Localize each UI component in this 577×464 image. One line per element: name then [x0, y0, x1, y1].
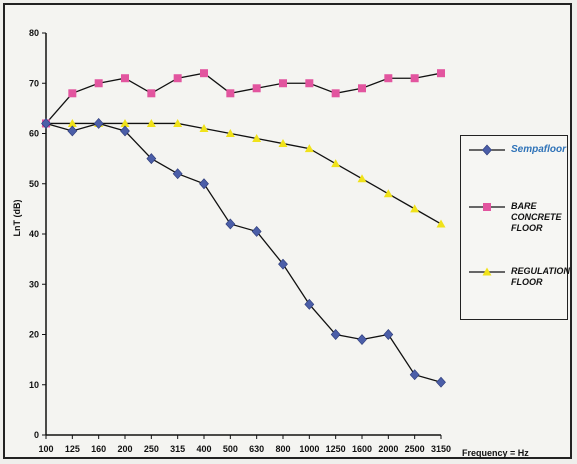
x-tick-label: 630 [249, 444, 264, 454]
x-axis-title: Frequency = Hz [462, 448, 529, 458]
series-regulation [41, 118, 446, 228]
data-point-sempafloor [251, 226, 262, 237]
data-point-sempafloor [120, 125, 130, 137]
series-line-regulation [46, 122, 442, 225]
legend-label-bare-concrete: BARE CONCRETE FLOOR [511, 201, 562, 233]
data-point-bare [226, 89, 235, 98]
x-tick-label: 400 [196, 444, 211, 454]
data-point-bare [410, 74, 419, 83]
data-point-bare [331, 89, 340, 98]
x-tick-label: 500 [223, 444, 238, 454]
x-tick-label: 3150 [431, 444, 451, 454]
x-tick-label: 1250 [326, 444, 346, 454]
data-point-regulation [436, 219, 446, 228]
data-point-regulation [278, 139, 288, 148]
y-ticks: 0 10 20 30 40 50 60 70 80 [29, 28, 46, 440]
legend-marker [482, 144, 492, 156]
chart-legend: Sempafloor BARE CONCRETE FLOOR REGULATIO… [460, 135, 570, 320]
data-point-sempafloor [67, 125, 78, 137]
data-point-regulation [410, 204, 420, 213]
y-tick-label: 50 [29, 179, 39, 189]
legend-swatch-regulation [469, 267, 505, 276]
data-point-sempafloor [383, 329, 394, 340]
x-tick-label: 160 [91, 444, 106, 454]
data-point-sempafloor [304, 298, 315, 310]
data-point-regulation [331, 159, 341, 168]
data-point-bare [200, 69, 208, 78]
data-point-bare [358, 84, 366, 93]
data-point-sempafloor [225, 218, 236, 230]
data-point-bare [437, 69, 445, 78]
data-point-regulation [67, 118, 77, 127]
data-point-sempafloor [409, 369, 420, 381]
x-tick-label: 1600 [352, 444, 372, 454]
data-point-sempafloor [146, 153, 157, 165]
legend-entry-sempafloor: Sempafloor [461, 144, 569, 184]
data-point-sempafloor [199, 178, 209, 190]
data-point-bare [279, 79, 287, 88]
y-tick-label: 70 [29, 78, 39, 88]
series-line-sempafloor [45, 122, 442, 383]
series-group [41, 69, 446, 388]
axes [45, 33, 441, 436]
legend-entry-regulation: REGULATION FLOOR [461, 266, 570, 306]
data-point-regulation [120, 118, 130, 127]
data-point-bare [94, 79, 103, 88]
data-point-sempafloor [93, 118, 104, 129]
data-point-regulation [357, 174, 367, 183]
x-tick-label: 2000 [378, 444, 398, 454]
data-point-regulation [252, 134, 262, 143]
data-point-regulation [199, 123, 209, 132]
series-bare [42, 69, 445, 128]
x-tick-label: 125 [65, 444, 80, 454]
y-tick-label: 60 [29, 129, 39, 139]
legend-label-regulation: REGULATION FLOOR [511, 266, 570, 287]
x-tick-label: 315 [170, 444, 185, 454]
data-point-bare [173, 74, 182, 83]
y-tick-label: 40 [29, 229, 39, 239]
data-point-bare [305, 79, 314, 88]
series-sempafloor [41, 118, 446, 388]
data-point-bare [252, 84, 261, 93]
x-tick-label: 2500 [405, 444, 425, 454]
data-point-sempafloor [436, 376, 446, 388]
legend-entry-bare-concrete: BARE CONCRETE FLOOR [461, 201, 569, 241]
legend-marker [482, 267, 492, 276]
data-point-bare [384, 74, 393, 83]
x-tick-label: 100 [38, 444, 53, 454]
data-point-regulation [304, 144, 314, 153]
x-ticks: 100 125 160 200 250 315 400 500 630 800 1000 1250 16… [38, 435, 451, 454]
y-axis-title: LnT (dB) [12, 200, 22, 237]
data-point-regulation [146, 118, 156, 127]
y-tick-label: 20 [29, 330, 39, 340]
data-point-sempafloor [357, 334, 367, 345]
x-tick-label: 1000 [299, 444, 319, 454]
data-point-sempafloor [41, 118, 51, 129]
data-point-bare [147, 89, 156, 98]
x-tick-label: 200 [117, 444, 132, 454]
data-point-sempafloor [330, 329, 341, 340]
y-tick-label: 30 [29, 279, 39, 289]
legend-marker [483, 203, 491, 211]
data-point-bare [121, 74, 129, 83]
x-tick-label: 250 [144, 444, 159, 454]
data-point-sempafloor [278, 258, 288, 270]
data-point-regulation [225, 129, 235, 137]
y-tick-label: 0 [34, 430, 39, 440]
y-tick-label: 10 [29, 380, 39, 390]
legend-label-sempafloor: Sempafloor [511, 144, 567, 155]
y-tick-label: 80 [29, 28, 39, 38]
x-tick-label: 800 [275, 444, 290, 454]
legend-swatch-sempafloor [469, 144, 505, 156]
data-point-regulation [173, 118, 183, 127]
data-point-bare [68, 89, 77, 98]
legend-swatch-bare-concrete [469, 203, 505, 211]
data-point-regulation [383, 189, 393, 198]
series-line-bare [45, 72, 442, 124]
data-point-sempafloor [172, 168, 183, 180]
